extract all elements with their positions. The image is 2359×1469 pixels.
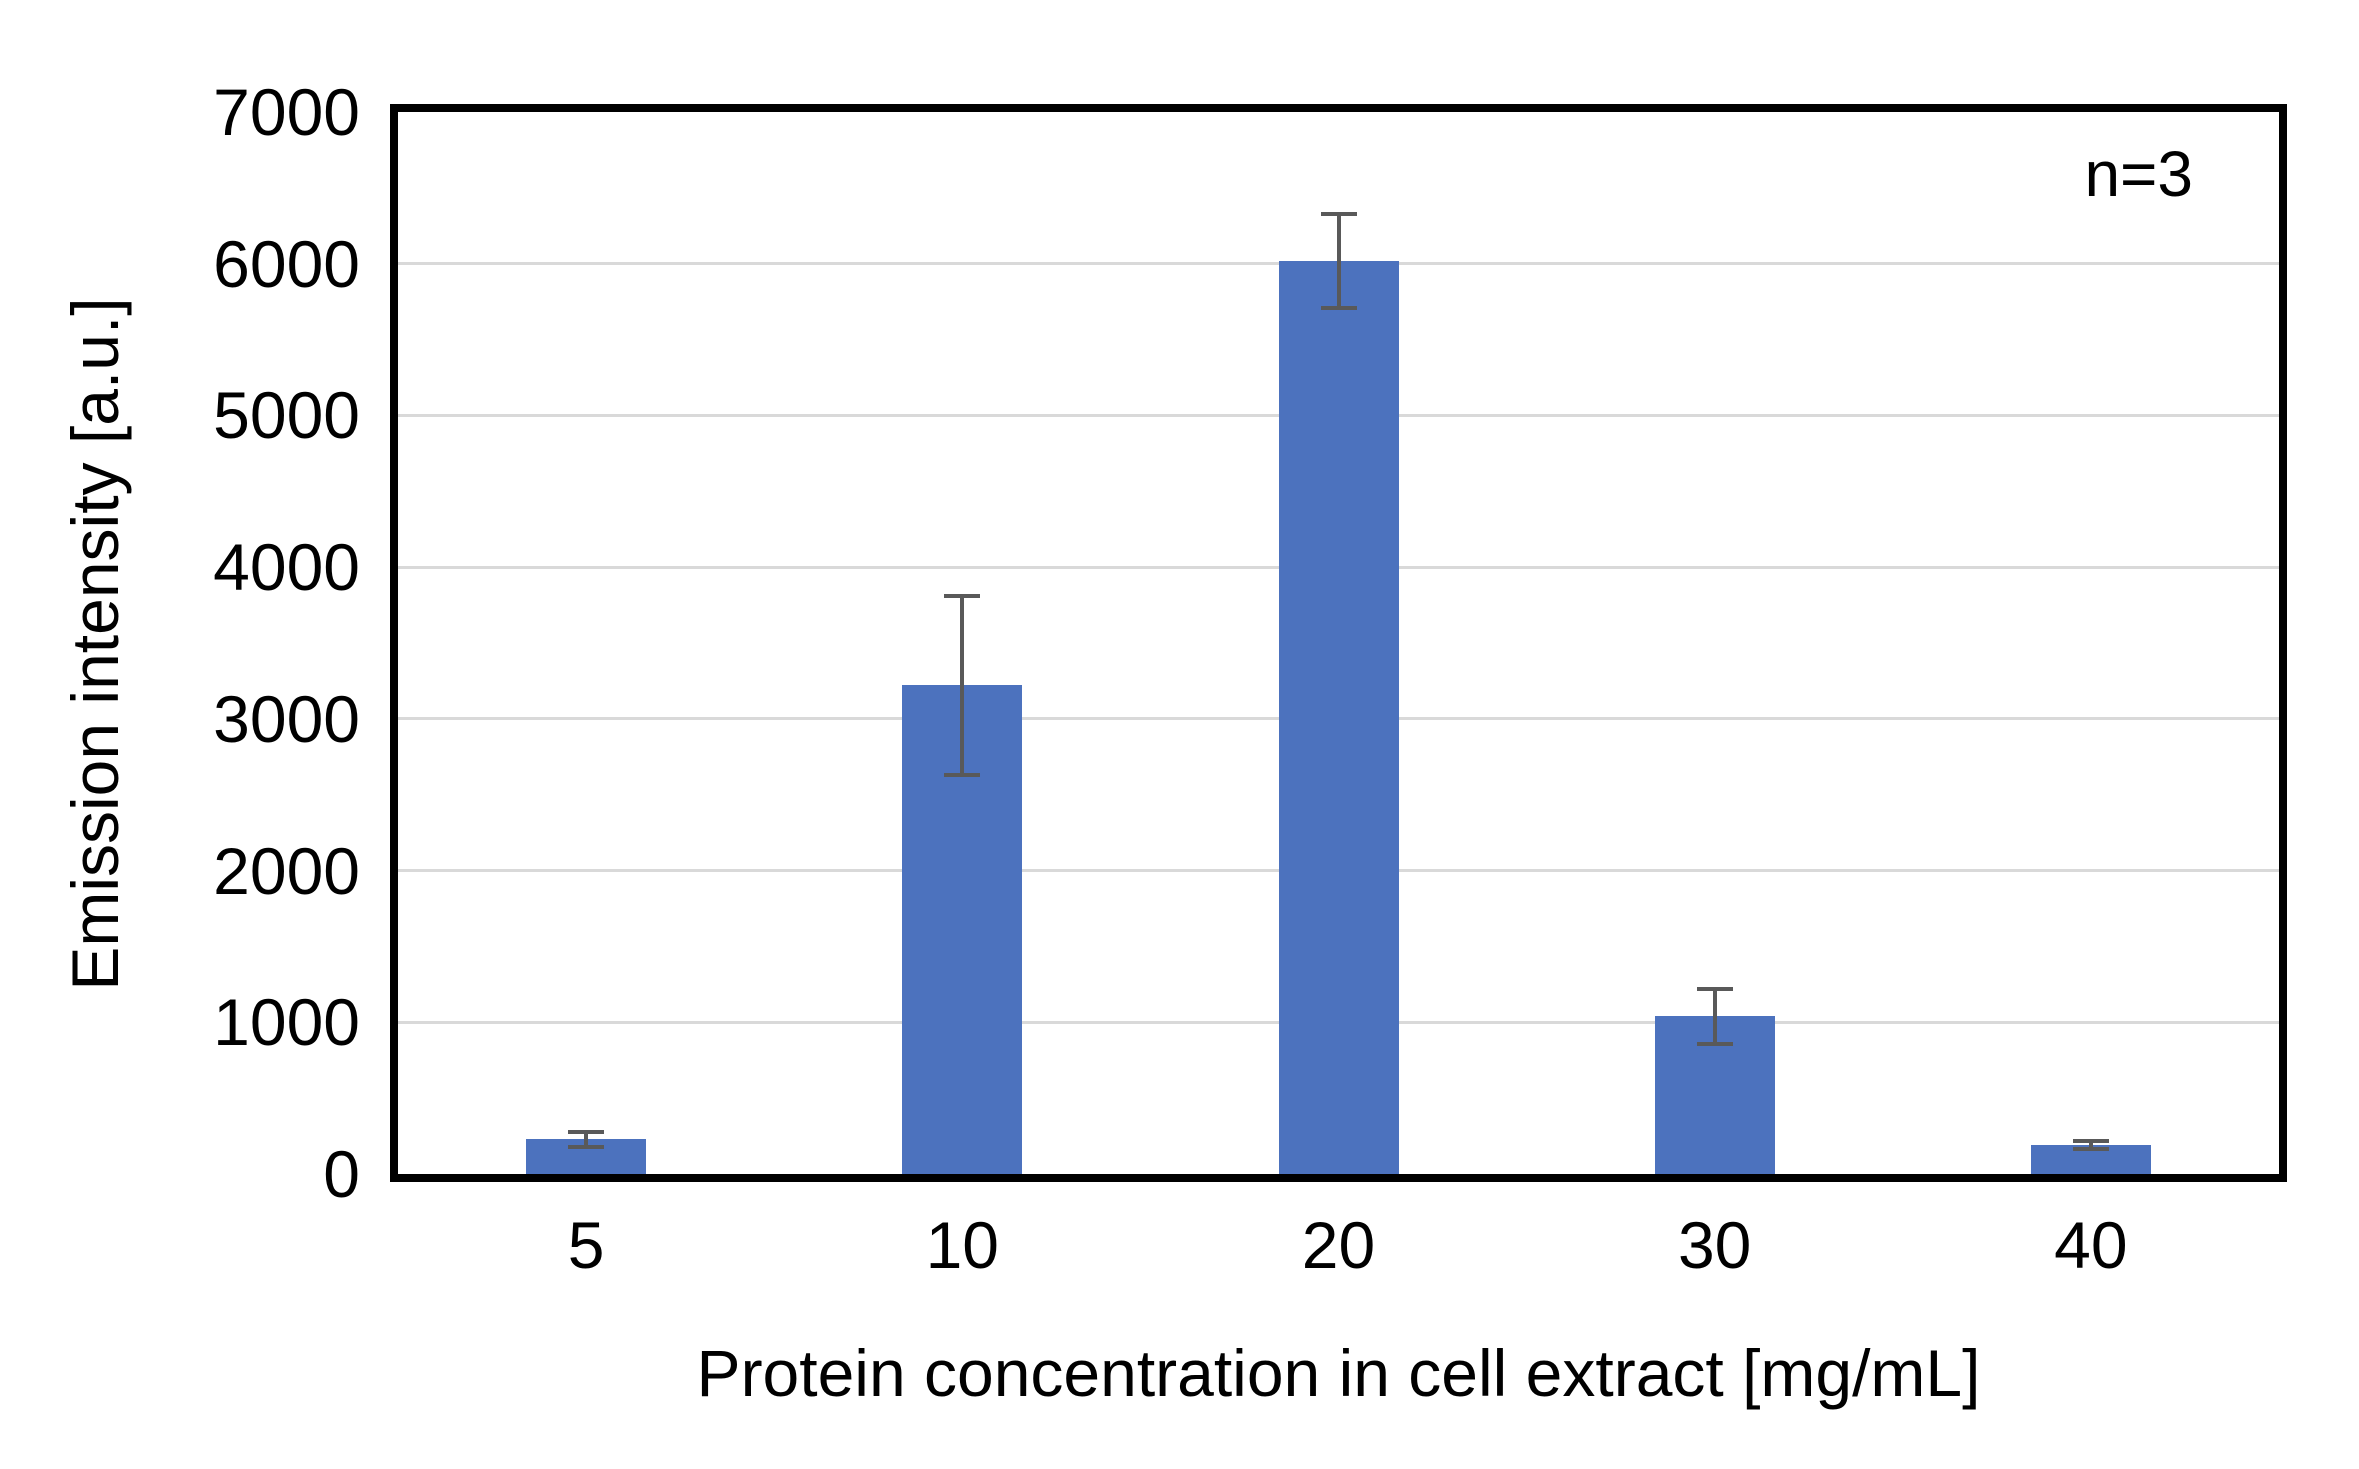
y-tick-label: 0 xyxy=(323,1137,360,1211)
y-tick-label: 4000 xyxy=(213,530,360,605)
x-tick-label: 40 xyxy=(2054,1208,2128,1282)
y-tick-label: 3000 xyxy=(213,681,360,756)
error-bar-cap xyxy=(1696,986,1733,991)
y-tick-label: 6000 xyxy=(213,226,360,301)
error-bar-cap xyxy=(568,1129,605,1134)
error-bar-cap xyxy=(944,772,981,777)
y-tick-label: 5000 xyxy=(213,378,360,453)
plot-area: n=3 xyxy=(390,104,2287,1182)
y-tick-label: 1000 xyxy=(213,985,360,1060)
error-bar-cap xyxy=(2072,1139,2109,1144)
x-axis-title: Protein concentration in cell extract [m… xyxy=(696,1336,1981,1410)
x-tick-label: 30 xyxy=(1677,1208,1752,1282)
y-tick-label: 7000 xyxy=(213,75,360,149)
error-bar-line xyxy=(1336,213,1341,308)
y-axis-title: Emission intensity [a.u.] xyxy=(58,297,132,991)
error-bar-line xyxy=(1712,988,1717,1044)
error-bar-cap xyxy=(944,593,981,598)
y-tick-label: 2000 xyxy=(213,833,360,908)
error-bar-cap xyxy=(1320,211,1357,216)
error-bar-cap xyxy=(568,1144,605,1149)
error-bar-cap xyxy=(1696,1041,1733,1046)
x-tick-label: 5 xyxy=(567,1208,605,1282)
error-bar-line xyxy=(584,1131,589,1147)
bar xyxy=(1278,260,1399,1174)
error-bar-cap xyxy=(1320,305,1357,310)
error-bar-cap xyxy=(2072,1146,2109,1151)
error-bar-line xyxy=(960,595,965,775)
error-bar-line xyxy=(2088,1141,2093,1149)
x-tick-label: 10 xyxy=(925,1208,999,1282)
x-tick-label: 20 xyxy=(1301,1208,1376,1282)
sample-size-annotation: n=3 xyxy=(2084,138,2193,210)
